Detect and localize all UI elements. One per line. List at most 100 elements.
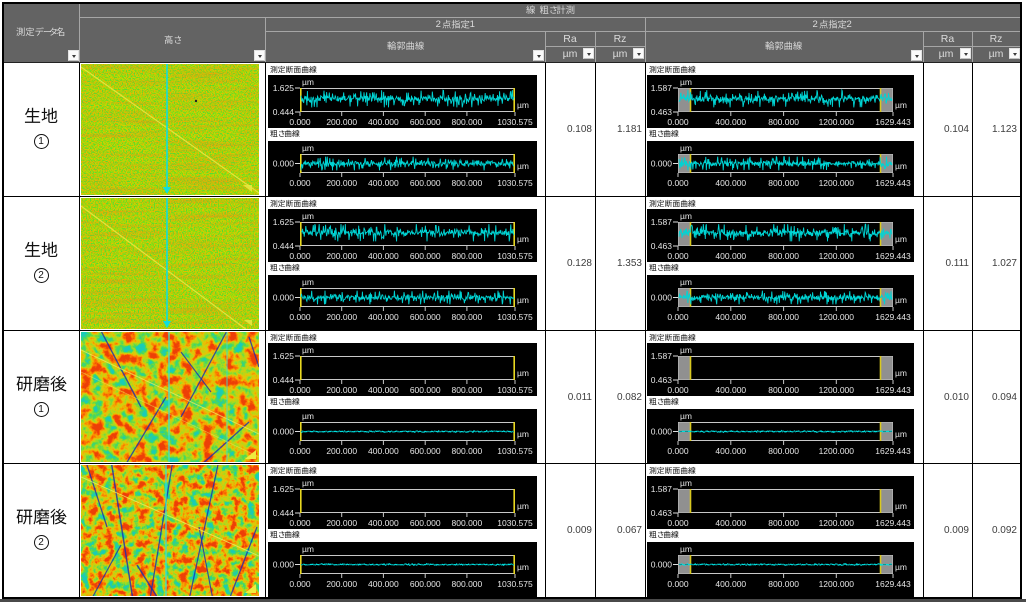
svg-text:1.587: 1.587 [651, 351, 673, 361]
svg-text:400.000: 400.000 [715, 518, 746, 528]
svg-text:0.000: 0.000 [651, 560, 673, 570]
svg-text:µm: µm [517, 429, 529, 439]
svg-text:200.000: 200.000 [326, 117, 357, 127]
svg-text:600.000: 600.000 [410, 117, 441, 127]
svg-text:0.000: 0.000 [667, 251, 689, 261]
svg-text:1030.575: 1030.575 [497, 385, 533, 395]
svg-text:800.000: 800.000 [452, 117, 483, 127]
svg-text:0.463: 0.463 [651, 241, 673, 251]
svg-text:1629.443: 1629.443 [875, 385, 911, 395]
svg-text:800.000: 800.000 [452, 178, 483, 188]
svg-text:0.444: 0.444 [273, 375, 295, 385]
svg-text:1030.575: 1030.575 [497, 312, 533, 322]
svg-text:1030.575: 1030.575 [497, 579, 533, 589]
svg-text:1200.000: 1200.000 [819, 178, 855, 188]
svg-text:µm: µm [517, 100, 529, 110]
svg-text:1.587: 1.587 [651, 83, 673, 93]
svg-text:1.625: 1.625 [273, 217, 295, 227]
svg-text:1030.575: 1030.575 [497, 518, 533, 528]
svg-text:1030.575: 1030.575 [497, 251, 533, 261]
svg-text:1.587: 1.587 [651, 217, 673, 227]
svg-text:800.000: 800.000 [768, 446, 799, 456]
svg-text:µm: µm [680, 345, 692, 355]
svg-text:µm: µm [302, 478, 314, 488]
svg-text:1.625: 1.625 [273, 484, 295, 494]
svg-text:600.000: 600.000 [410, 446, 441, 456]
svg-text:200.000: 200.000 [326, 446, 357, 456]
svg-text:1629.443: 1629.443 [875, 312, 911, 322]
svg-text:200.000: 200.000 [326, 312, 357, 322]
svg-text:µm: µm [302, 143, 314, 153]
svg-text:0.000: 0.000 [651, 293, 673, 303]
svg-text:0.000: 0.000 [289, 178, 311, 188]
svg-text:600.000: 600.000 [410, 579, 441, 589]
svg-text:1030.575: 1030.575 [497, 117, 533, 127]
svg-text:µm: µm [302, 77, 314, 87]
svg-text:0.000: 0.000 [273, 293, 295, 303]
svg-text:µm: µm [680, 277, 692, 287]
svg-text:1200.000: 1200.000 [819, 251, 855, 261]
svg-text:1200.000: 1200.000 [819, 579, 855, 589]
svg-text:1629.443: 1629.443 [875, 251, 911, 261]
svg-text:800.000: 800.000 [452, 312, 483, 322]
svg-text:400.000: 400.000 [715, 446, 746, 456]
svg-text:0.000: 0.000 [289, 251, 311, 261]
svg-text:800.000: 800.000 [768, 178, 799, 188]
svg-text:0.000: 0.000 [273, 159, 295, 169]
svg-text:1.587: 1.587 [651, 484, 673, 494]
svg-text:0.444: 0.444 [273, 107, 295, 117]
svg-text:µm: µm [895, 295, 907, 305]
svg-text:400.000: 400.000 [368, 385, 399, 395]
svg-text:µm: µm [680, 211, 692, 221]
svg-text:1.625: 1.625 [273, 83, 295, 93]
svg-text:400.000: 400.000 [368, 579, 399, 589]
svg-text:µm: µm [302, 211, 314, 221]
svg-text:800.000: 800.000 [452, 385, 483, 395]
svg-text:µm: µm [680, 478, 692, 488]
svg-text:0.000: 0.000 [667, 579, 689, 589]
svg-text:600.000: 600.000 [410, 518, 441, 528]
svg-text:200.000: 200.000 [326, 579, 357, 589]
svg-text:0.000: 0.000 [289, 446, 311, 456]
svg-text:800.000: 800.000 [452, 446, 483, 456]
svg-text:1200.000: 1200.000 [819, 385, 855, 395]
svg-text:400.000: 400.000 [715, 312, 746, 322]
svg-text:800.000: 800.000 [768, 251, 799, 261]
svg-text:400.000: 400.000 [715, 579, 746, 589]
svg-text:µm: µm [895, 161, 907, 171]
svg-text:µm: µm [680, 411, 692, 421]
svg-text:µm: µm [517, 234, 529, 244]
svg-text:200.000: 200.000 [326, 251, 357, 261]
svg-text:400.000: 400.000 [368, 178, 399, 188]
svg-text:400.000: 400.000 [368, 312, 399, 322]
svg-text:0.444: 0.444 [273, 508, 295, 518]
svg-text:µm: µm [895, 429, 907, 439]
svg-text:µm: µm [895, 234, 907, 244]
svg-text:µm: µm [895, 368, 907, 378]
svg-text:400.000: 400.000 [368, 446, 399, 456]
svg-text:0.000: 0.000 [289, 312, 311, 322]
svg-text:400.000: 400.000 [368, 518, 399, 528]
svg-text:800.000: 800.000 [452, 251, 483, 261]
svg-text:1629.443: 1629.443 [875, 579, 911, 589]
svg-text:600.000: 600.000 [410, 385, 441, 395]
svg-text:0.000: 0.000 [289, 579, 311, 589]
svg-text:µm: µm [302, 277, 314, 287]
svg-text:µm: µm [895, 100, 907, 110]
svg-text:0.000: 0.000 [651, 159, 673, 169]
svg-text:0.463: 0.463 [651, 107, 673, 117]
svg-text:1.625: 1.625 [273, 351, 295, 361]
svg-text:0.000: 0.000 [289, 385, 311, 395]
svg-text:µm: µm [302, 411, 314, 421]
svg-text:1629.443: 1629.443 [875, 178, 911, 188]
svg-text:0.000: 0.000 [289, 518, 311, 528]
svg-text:µm: µm [680, 143, 692, 153]
svg-text:0.463: 0.463 [651, 375, 673, 385]
svg-text:0.463: 0.463 [651, 508, 673, 518]
svg-text:µm: µm [302, 544, 314, 554]
svg-text:400.000: 400.000 [715, 178, 746, 188]
svg-text:200.000: 200.000 [326, 385, 357, 395]
svg-text:400.000: 400.000 [715, 385, 746, 395]
svg-text:µm: µm [517, 295, 529, 305]
svg-text:0.444: 0.444 [273, 241, 295, 251]
